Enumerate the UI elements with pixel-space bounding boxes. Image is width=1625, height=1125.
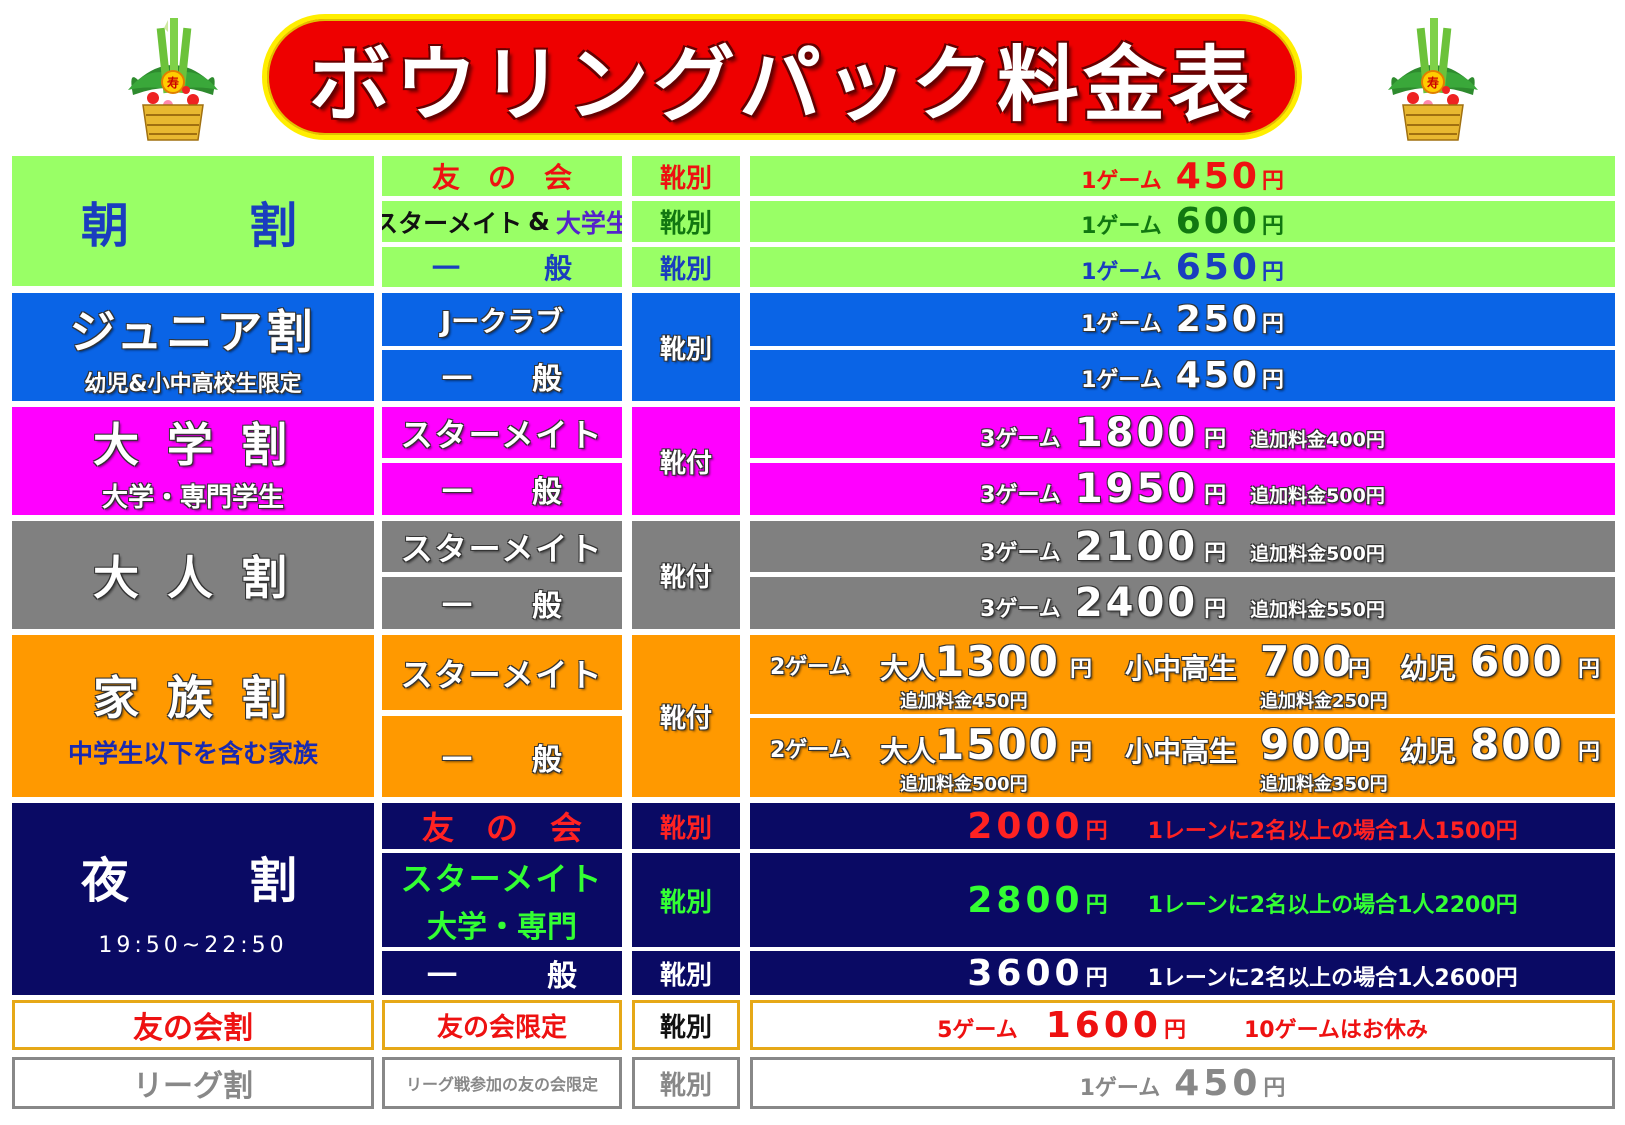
yoru-member-2: 一 般 (382, 951, 622, 995)
asa-price-1: 1ゲーム 600 円 (750, 201, 1615, 242)
junior-price-0: 1ゲーム 250 円 (750, 293, 1615, 346)
asa-price-0: 1ゲーム 450 円 (750, 156, 1615, 196)
asa-shoes-0: 靴別 (632, 156, 740, 196)
league-shoes: 靴別 (632, 1057, 740, 1109)
tomo-member: 友の会限定 (382, 1000, 622, 1050)
kazoku-price-1: 2ゲーム 大人 1500 円 小中高生 900 円 幼児 800 円 追加料金5… (750, 718, 1615, 797)
yoru-name: 夜 割 (80, 852, 305, 909)
yoru-member-0: 友 の 会 (382, 803, 622, 849)
yoru-shoes-2: 靴別 (632, 951, 740, 995)
yoru-member-1: スターメイト 大学・専門 (382, 853, 622, 947)
asa-shoes-2: 靴別 (632, 247, 740, 287)
daigaku-price-0: 3ゲーム 1800 円 追加料金400円 (750, 407, 1615, 458)
league-price: 1ゲーム 450 円 (750, 1057, 1615, 1109)
yoru-price-0: 2000 円 1レーンに2名以上の場合1人1500円 (750, 803, 1615, 849)
kazoku-shoes: 靴付 (632, 635, 740, 797)
daigaku-sub: 大学・専門学生 (101, 482, 284, 513)
otona-price-0: 3ゲーム 2100 円 追加料金500円 (750, 521, 1615, 572)
otona-member-1: 一 般 (382, 577, 622, 629)
junior-member-1: 一 般 (382, 350, 622, 401)
yoru-time: 19:50~22:50 (98, 932, 288, 958)
junior-shoes: 靴別 (632, 293, 740, 401)
asa-shoes-1: 靴別 (632, 201, 740, 242)
junior-price-1: 1ゲーム 450 円 (750, 350, 1615, 401)
svg-text:寿: 寿 (167, 75, 179, 90)
daigaku-member-1: 一 般 (382, 463, 622, 515)
otona-name: 大 人 割 (92, 551, 294, 605)
daigaku-member-0: スターメイト (382, 407, 622, 458)
asa-category: 朝 割 (12, 156, 374, 286)
daigaku-shoes: 靴付 (632, 407, 740, 515)
yoru-shoes-1: 靴別 (632, 853, 740, 947)
junior-member-0: Jークラブ (382, 293, 622, 346)
otona-member-0: スターメイト (382, 521, 622, 572)
daigaku-category: 大 学 割 大学・専門学生 (12, 407, 374, 515)
asa-price-2: 1ゲーム 650 円 (750, 247, 1615, 287)
page-title: ボウリングパック料金表 (308, 37, 1255, 133)
kazoku-price-0: 2ゲーム 大人 1300 円 小中高生 700 円 幼児 600 円 追加料金4… (750, 635, 1615, 714)
otona-category: 大 人 割 (12, 521, 374, 629)
kadomatsu-icon: 寿 (128, 18, 218, 141)
kazoku-name: 家 族 割 (92, 671, 294, 725)
daigaku-price-1: 3ゲーム 1950 円 追加料金500円 (750, 463, 1615, 515)
kadomatsu-icon: 寿 (1388, 18, 1478, 141)
otona-price-1: 3ゲーム 2400 円 追加料金550円 (750, 577, 1615, 629)
yoru-price-1: 2800 円 1レーンに2名以上の場合1人2200円 (750, 853, 1615, 947)
title-banner: ボウリングパック料金表 (262, 14, 1302, 140)
tomo-price: 5ゲーム 1600 円 10ゲームはお休み (750, 1000, 1615, 1050)
asa-name: 朝 割 (80, 198, 305, 254)
tomo-shoes: 靴別 (632, 1000, 740, 1050)
junior-category: ジュニア割 幼児&小中高校生限定 (12, 293, 374, 401)
kazoku-member-0: スターメイト (382, 635, 622, 710)
yoru-category: 夜 割 19:50~22:50 (12, 803, 374, 995)
svg-text:寿: 寿 (1427, 75, 1439, 90)
daigaku-name: 大 学 割 (92, 417, 294, 472)
league-member: リーグ戦参加の友の会限定 (382, 1057, 622, 1109)
yoru-price-2: 3600 円 1レーンに2名以上の場合1人2600円 (750, 951, 1615, 995)
junior-name: ジュニア割 (69, 305, 317, 359)
kazoku-member-1: 一 般 (382, 716, 622, 797)
tomo-category: 友の会割 (12, 1000, 374, 1050)
junior-sub: 幼児&小中高校生限定 (84, 372, 302, 397)
asa-member-tomo: 友 の 会 (382, 156, 622, 196)
asa-member-star: スターメイト & 大学生 (382, 201, 622, 242)
asa-member-general: 一 般 (382, 247, 622, 287)
yoru-shoes-0: 靴別 (632, 803, 740, 849)
kazoku-sub: 中学生以下を含む家族 (67, 739, 318, 768)
otona-shoes: 靴付 (632, 521, 740, 629)
kazoku-category: 家 族 割 中学生以下を含む家族 (12, 635, 374, 797)
league-category: リーグ割 (12, 1057, 374, 1109)
